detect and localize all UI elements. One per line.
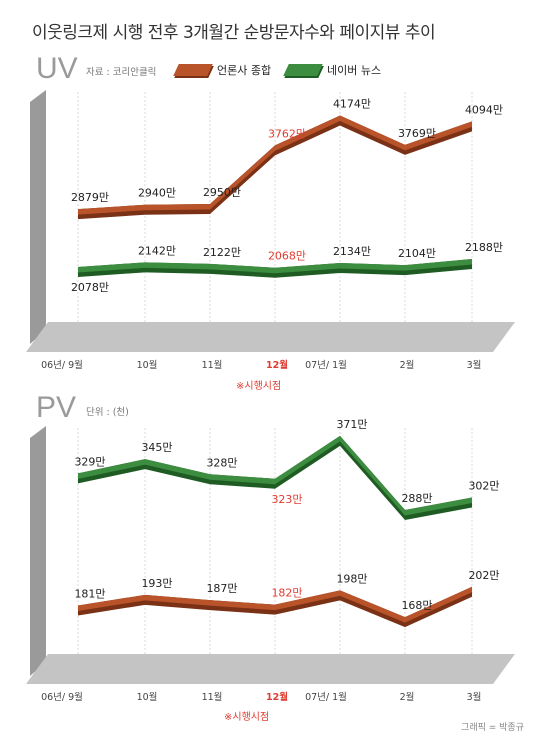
uv-data-label: 3762만 — [268, 127, 306, 140]
uv-data-label: 4094만 — [465, 103, 503, 116]
uv-data-label: 2104만 — [398, 247, 436, 260]
pv-data-label: 328만 — [206, 456, 237, 469]
uv-tick-label: 3월 — [467, 359, 482, 371]
pv-tick-label: 12월 — [266, 691, 288, 703]
uv-floor — [26, 322, 515, 352]
pv-policy-note: ※시행시점 — [224, 712, 270, 723]
pv-data-label: 168만 — [401, 599, 432, 612]
pv-floor — [26, 654, 515, 684]
pv-series-ribbon — [78, 586, 472, 623]
uv-tick-label: 2월 — [400, 359, 415, 371]
uv-tick-label: 06년/ 9월 — [41, 359, 83, 371]
page-title: 이웃링크제 시행 전후 3개월간 순방문자수와 페이지뷰 추이 — [32, 23, 436, 43]
uv-data-label: 2142만 — [138, 244, 176, 257]
legend-label-orange: 언론사 종합 — [217, 64, 272, 77]
uv-data-label: 2950만 — [203, 186, 241, 199]
pv-data-label: 371만 — [336, 418, 367, 431]
uv-data-label: 2068만 — [268, 250, 306, 263]
uv-data-label: 2134만 — [333, 245, 371, 258]
pv-data-label: 181만 — [74, 588, 105, 601]
uv-data-label: 2078만 — [71, 281, 109, 294]
pv-tick-label: 10월 — [137, 691, 158, 703]
pv-tick-label: 2월 — [400, 691, 415, 703]
uv-data-label: 2122만 — [203, 246, 241, 259]
pv-data-label: 187만 — [206, 582, 237, 595]
uv-tick-label: 12월 — [266, 359, 288, 371]
uv-tick-label: 07년/ 1월 — [305, 359, 347, 371]
pv-tick-label: 07년/ 1월 — [305, 691, 347, 703]
pv-data-label: 329만 — [74, 455, 105, 468]
pv-tick-label: 11월 — [202, 691, 223, 703]
uv-series-ribbon — [78, 259, 472, 274]
uv-tick-label: 10월 — [137, 359, 158, 371]
pv-series-ribbon-shadow — [78, 435, 472, 520]
pv-data-label: 345만 — [141, 441, 172, 454]
pv-tick-label: 3월 — [467, 691, 482, 703]
pv-data-label: 323만 — [271, 493, 302, 506]
pv-series-ribbon — [78, 435, 472, 516]
credit: 그래픽 = 박종규 — [461, 723, 524, 733]
pv-data-label: 202만 — [468, 569, 499, 582]
pv-data-label: 198만 — [336, 572, 367, 585]
pv-data-label: 182만 — [271, 587, 302, 600]
source-note: 자료 : 코리안클릭 — [86, 67, 157, 78]
uv-data-label: 2940만 — [138, 187, 176, 200]
pv-data-label: 288만 — [401, 492, 432, 505]
pv-data-label: 193만 — [141, 577, 172, 590]
uv-tick-label: 11월 — [202, 359, 223, 371]
unit-note: 단위 : (천) — [86, 407, 129, 418]
uv-wall — [30, 90, 46, 344]
uv-data-label: 2188만 — [465, 241, 503, 254]
uv-label: UV — [36, 52, 78, 85]
uv-data-label: 3769만 — [398, 127, 436, 140]
pv-label: PV — [36, 391, 77, 424]
pv-tick-label: 06년/ 9월 — [41, 691, 83, 703]
legend-label-green: 네이버 뉴스 — [327, 64, 382, 77]
uv-policy-note: ※시행시점 — [236, 381, 282, 392]
pv-wall — [30, 426, 46, 676]
uv-data-label: 2879만 — [71, 191, 109, 204]
pv-data-label: 302만 — [468, 480, 499, 493]
uv-data-label: 4174만 — [333, 98, 371, 111]
